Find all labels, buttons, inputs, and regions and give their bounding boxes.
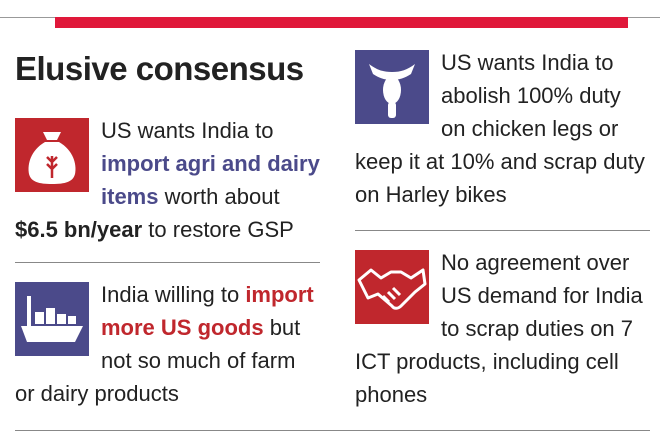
item: No agreement over US demand for India to…	[355, 246, 650, 411]
highlight: $6.5 bn/year	[15, 217, 143, 242]
text: No agreement over US demand for India to…	[355, 250, 643, 407]
highlight: import more US goods	[101, 282, 314, 340]
text: India willing to	[101, 282, 246, 307]
text: US wants India to abolish 100% duty on c…	[355, 50, 645, 207]
text: but not so much of farm or dairy product…	[15, 315, 301, 406]
sack-icon	[15, 118, 89, 192]
ship-icon	[15, 282, 89, 356]
text: worth about	[158, 184, 280, 209]
bike-icon	[355, 50, 429, 124]
divider	[15, 262, 320, 263]
text: US wants India to	[101, 118, 274, 143]
item: US wants India to import agri and dairy …	[15, 114, 320, 246]
red-bar	[55, 17, 628, 28]
handshake-icon	[355, 250, 429, 324]
title: Elusive consensus	[15, 50, 304, 87]
highlight: import agri and dairy items	[101, 151, 320, 209]
item: US wants India to abolish 100% duty on c…	[355, 46, 650, 211]
text: to restore GSP	[142, 217, 294, 242]
bottom-rule	[15, 430, 650, 431]
divider	[355, 230, 650, 231]
item: India willing to import more US goods bu…	[15, 278, 320, 410]
